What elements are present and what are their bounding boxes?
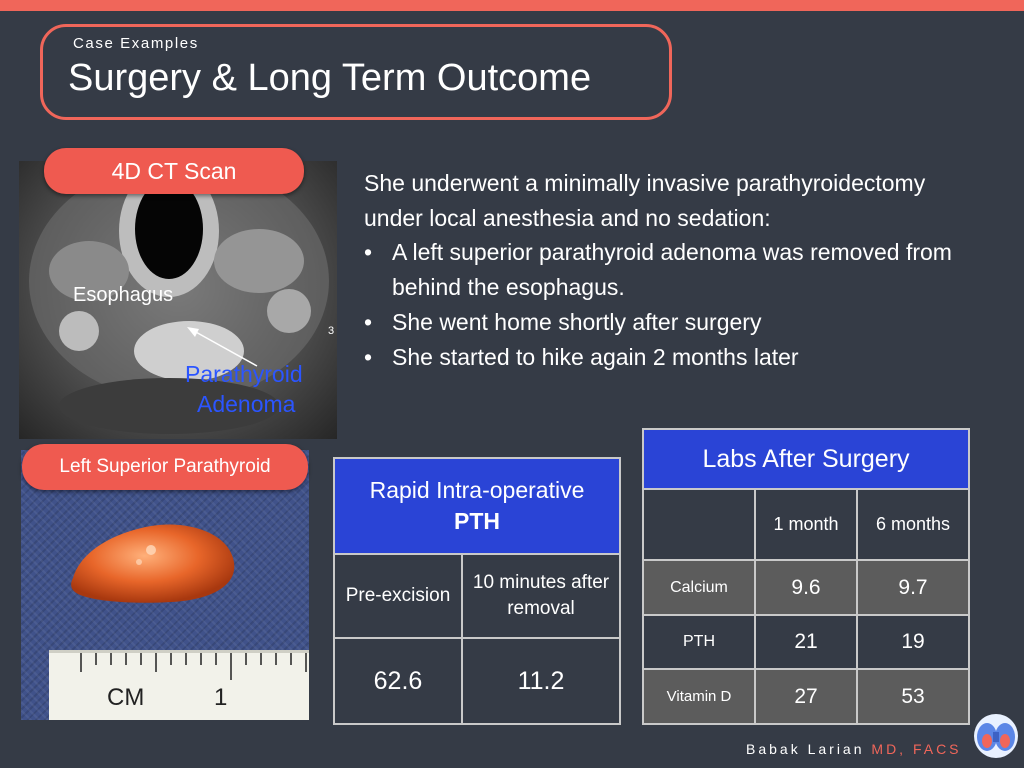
pth-col1-value: 62.6: [333, 637, 463, 725]
slide-title: Surgery & Long Term Outcome: [68, 57, 592, 99]
list-item-text: A left superior parathyroid adenoma was …: [392, 239, 952, 301]
lab-value: 27: [754, 668, 858, 725]
labs-col-1-month: 1 month: [754, 488, 858, 561]
slide-subtitle: Case Examples: [73, 35, 199, 52]
pth-table: Rapid Intra-operative PTH Pre-excision 1…: [333, 457, 621, 725]
specimen-image: CM 1: [21, 450, 309, 720]
esophagus-label: Esophagus: [73, 284, 173, 306]
top-accent-bar: [0, 0, 1024, 11]
author-credentials: MD, FACS: [871, 741, 962, 757]
lab-value: 53: [856, 668, 970, 725]
list-item-text: She went home shortly after surgery: [392, 308, 762, 335]
pth-header-line2: PTH: [454, 508, 500, 534]
labs-corner-cell: [642, 488, 756, 561]
specimen-illustration: CM 1: [49, 524, 309, 720]
adenoma-label-line1: Parathyroid: [185, 361, 303, 387]
lab-value: 9.7: [856, 559, 970, 616]
bullet-mark: •: [364, 308, 373, 335]
ct-side-mark: 3: [328, 325, 334, 337]
list-item-text: She started to hike again 2 months later: [392, 343, 799, 370]
table-row: Vitamin D 27 53: [642, 668, 970, 725]
ruler-cm-label: CM: [107, 684, 144, 711]
intro-paragraph: She underwent a minimally invasive parat…: [364, 170, 926, 231]
lab-value: 21: [754, 614, 858, 670]
title-frame: Case Examples Surgery & Long Term Outcom…: [40, 24, 672, 120]
table-row: PTH 21 19: [642, 614, 970, 670]
pth-col2-label: 10 minutes after removal: [461, 553, 621, 639]
author-name: Babak Larian: [746, 741, 865, 757]
lab-label-vitamin-d: Vitamin D: [642, 668, 756, 725]
outcome-list: • A left superior parathyroid adenoma was…: [364, 235, 984, 374]
ct-scan-pill: 4D CT Scan: [44, 148, 304, 194]
lab-value: 9.6: [754, 559, 858, 616]
bullet-mark: •: [364, 343, 373, 370]
ct-scan-illustration: Esophagus Parathyroid Adenoma 3: [29, 161, 334, 434]
ct-scan-image: Esophagus Parathyroid Adenoma 3: [19, 161, 337, 439]
pth-col2-value: 11.2: [461, 637, 621, 725]
ruler-number: 1: [214, 684, 227, 711]
pth-header-line1: Rapid Intra-operative: [369, 477, 585, 503]
adenoma-label-line2: Adenoma: [197, 391, 296, 417]
table-row: Calcium 9.6 9.7: [642, 559, 970, 616]
lab-label-pth: PTH: [642, 614, 756, 670]
case-description: She underwent a minimally invasive parat…: [364, 166, 984, 374]
bullet-mark: •: [364, 239, 373, 266]
lab-label-calcium: Calcium: [642, 559, 756, 616]
footer-credit: Babak Larian MD, FACS: [746, 741, 962, 757]
labs-table-header: Labs After Surgery: [642, 428, 970, 490]
lab-value: 19: [856, 614, 970, 670]
labs-table: Labs After Surgery 1 month 6 months Calc…: [642, 428, 970, 725]
pth-col1-label: Pre-excision: [333, 553, 463, 639]
list-item: • A left superior parathyroid adenoma was…: [364, 235, 984, 304]
specimen-pill: Left Superior Parathyroid: [22, 444, 308, 490]
list-item: • She went home shortly after surgery: [364, 305, 984, 340]
list-item: • She started to hike again 2 months late…: [364, 340, 984, 375]
pth-table-header: Rapid Intra-operative PTH: [333, 457, 621, 555]
labs-col-6-months: 6 months: [856, 488, 970, 561]
thyroid-logo-icon: [974, 714, 1018, 758]
